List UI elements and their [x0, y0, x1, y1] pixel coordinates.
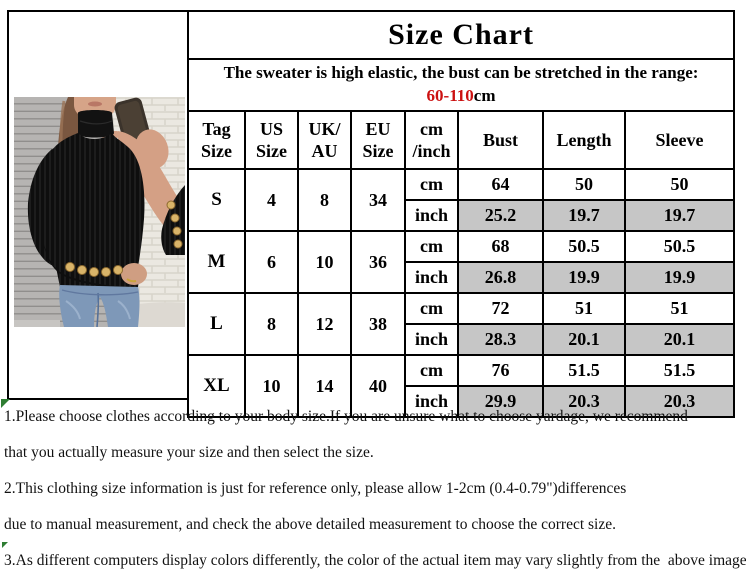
uk-au-value: 8 [297, 168, 352, 232]
unit-label-cm: cm [404, 354, 459, 387]
unit-label-cm: cm [404, 292, 459, 325]
header-cm-inch: cm /inch [404, 110, 459, 170]
size-row-s-cm: S 4 8 34 cm 64 50 50 [187, 168, 736, 232]
tag-size-value: XL [187, 354, 246, 418]
bust-inch: 29.9 [457, 385, 544, 418]
sleeve-cm: 51 [623, 292, 736, 325]
us-size-value: 6 [244, 230, 299, 294]
sleeve-inch: 20.3 [623, 385, 736, 418]
sleeve-inch: 19.9 [623, 261, 736, 294]
size-row-l-cm: L 8 12 38 cm 72 51 51 [187, 292, 736, 356]
care-notes: 1.Please choose clothes according to you… [4, 408, 746, 583]
size-row-s-inch: inch 25.2 19.7 19.7 [188, 199, 736, 232]
unit-label-inch: inch [404, 323, 459, 356]
header-bust: Bust [457, 110, 544, 170]
length-inch: 20.3 [542, 385, 626, 418]
size-row-l-inch: inch 28.3 20.1 20.1 [188, 323, 736, 356]
length-inch: 19.7 [542, 199, 626, 232]
header-eu-size: EU Size [350, 110, 406, 170]
eu-size-value: 36 [350, 230, 406, 294]
header-row: Tag Size US Size UK/ AU EU Size cm /inch… [187, 110, 736, 170]
size-row-xl-cm: XL 10 14 40 cm 76 51.5 51.5 [187, 354, 736, 418]
product-photo [14, 97, 185, 327]
size-chart-table: Size Chart The sweater is high elastic, … [186, 10, 736, 418]
uk-au-value: 10 [297, 230, 352, 294]
elasticity-note-text: The sweater is high elastic, the bust ca… [223, 63, 699, 83]
length-cm: 50.5 [542, 230, 626, 263]
green-corner-marker [2, 542, 8, 548]
bust-cm: 68 [457, 230, 544, 263]
note-line-4: due to manual measurement, and check the… [4, 516, 616, 533]
unit-label-inch: inch [404, 199, 459, 232]
length-cm: 50 [542, 168, 626, 201]
sleeve-cm: 50 [623, 168, 736, 201]
eu-size-value: 34 [350, 168, 406, 232]
us-size-value: 4 [244, 168, 299, 232]
header-sleeve: Sleeve [623, 110, 736, 170]
elasticity-row: The sweater is high elastic, the bust ca… [186, 58, 736, 112]
sleeve-cm: 51.5 [623, 354, 736, 387]
size-chart-panel: Size Chart The sweater is high elastic, … [7, 10, 736, 418]
note-line-5: 3.As different computers display colors … [4, 552, 746, 569]
bust-cm: 64 [457, 168, 544, 201]
bust-cm: 72 [457, 292, 544, 325]
eu-size-value: 38 [350, 292, 406, 356]
header-tag-size: Tag Size [187, 110, 246, 170]
header-length: Length [542, 110, 626, 170]
length-cm: 51.5 [542, 354, 626, 387]
header-uk-au: UK/ AU [297, 110, 352, 170]
size-row-m-inch: inch 26.8 19.9 19.9 [188, 261, 736, 294]
us-size-value: 10 [244, 354, 299, 418]
title-row: Size Chart [186, 10, 736, 60]
note-line-1: 1.Please choose clothes according to you… [4, 408, 688, 425]
size-chart-title: Size Chart [186, 10, 736, 60]
sleeve-cm: 50.5 [623, 230, 736, 263]
length-inch: 19.9 [542, 261, 626, 294]
tag-size-value: L [187, 292, 246, 356]
elasticity-range: 60-110 [426, 86, 474, 105]
size-row-xl-inch: inch 29.9 20.3 20.3 [188, 385, 736, 418]
tag-size-value: M [187, 230, 246, 294]
header-us-size: US Size [244, 110, 299, 170]
note-line-3: 2.This clothing size information is just… [4, 480, 627, 497]
eu-size-value: 40 [350, 354, 406, 418]
bust-cm: 76 [457, 354, 544, 387]
product-photo-illustration [14, 97, 185, 327]
size-row-m-cm: M 6 10 36 cm 68 50.5 50.5 [187, 230, 736, 294]
sleeve-inch: 19.7 [623, 199, 736, 232]
unit-label-cm: cm [404, 168, 459, 201]
sleeve-inch: 20.1 [623, 323, 736, 356]
unit-label-inch: inch [404, 385, 459, 418]
uk-au-value: 12 [297, 292, 352, 356]
unit-label-inch: inch [404, 261, 459, 294]
length-inch: 20.1 [542, 323, 626, 356]
uk-au-value: 14 [297, 354, 352, 418]
elasticity-note: The sweater is high elastic, the bust ca… [186, 58, 736, 112]
note-line-2: that you actually measure your size and … [4, 444, 374, 461]
product-photo-panel [7, 10, 187, 400]
elasticity-unit: cm [473, 86, 496, 105]
bust-inch: 26.8 [457, 261, 544, 294]
unit-label-cm: cm [404, 230, 459, 263]
tag-size-value: S [187, 168, 246, 232]
green-corner-marker [1, 399, 10, 408]
us-size-value: 8 [244, 292, 299, 356]
bust-inch: 25.2 [457, 199, 544, 232]
bust-inch: 28.3 [457, 323, 544, 356]
length-cm: 51 [542, 292, 626, 325]
